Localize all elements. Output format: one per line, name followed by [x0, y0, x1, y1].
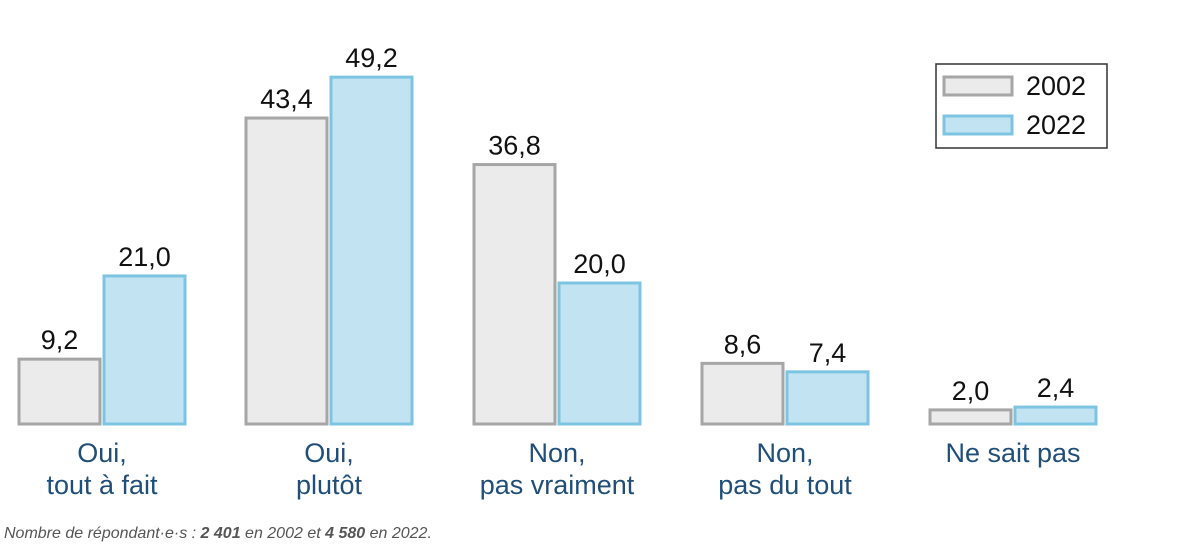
value-label-2002-3: 8,6	[724, 329, 762, 359]
category-label-1: Oui, plutôt	[296, 438, 363, 500]
bar-2002-3	[700, 361, 785, 426]
legend: 2002 2022	[935, 63, 1108, 149]
bar-2022-1	[329, 75, 414, 426]
bar-2022-3	[785, 370, 870, 426]
footnote-mid: en 2002 et	[240, 525, 326, 542]
value-label-2002-1: 43,4	[260, 84, 313, 114]
value-label-2022-0: 21,0	[118, 242, 171, 272]
bar-2002-4	[928, 408, 1013, 426]
value-labels-layer: 9,2 21,0 43,4 49,2 36,8 20,0 8,6 7,4 2,0 2,4	[41, 43, 1075, 406]
category-label-0: Oui, tout à fait	[46, 438, 158, 500]
category-label-line: Oui,	[77, 438, 127, 468]
category-label-line: tout à fait	[46, 470, 158, 500]
bar-2002-0	[17, 357, 102, 426]
value-label-2022-3: 7,4	[809, 338, 847, 368]
value-label-2022-4: 2,4	[1037, 373, 1075, 403]
legend-swatch-2022	[942, 114, 1014, 136]
value-label-2002-0: 9,2	[41, 325, 79, 355]
category-label-4: Ne sait pas	[945, 438, 1080, 468]
legend-swatch-2002	[942, 75, 1014, 97]
category-label-line: pas vraiment	[480, 470, 635, 500]
value-label-2002-4: 2,0	[952, 376, 990, 406]
footnote-count-2022: 4 580	[325, 525, 366, 542]
value-label-2022-1: 49,2	[345, 43, 398, 73]
bar-2022-2	[557, 281, 642, 426]
category-label-line: plutôt	[296, 470, 363, 500]
footnote-count-2002: 2 401	[200, 525, 241, 542]
value-label-2022-2: 20,0	[573, 249, 626, 279]
category-label-3: Non, pas du tout	[718, 438, 852, 500]
bars-layer	[17, 75, 1098, 426]
bar-2022-4	[1013, 405, 1098, 426]
legend-label-2022: 2022	[1026, 110, 1086, 140]
category-label-2: Non, pas vraiment	[480, 438, 635, 500]
legend-label-2002: 2002	[1026, 71, 1086, 101]
category-label-line: Non,	[756, 438, 813, 468]
category-label-line: Oui,	[304, 438, 354, 468]
bar-2002-1	[244, 116, 329, 426]
bar-2022-0	[102, 274, 187, 426]
footnote-prefix: Nombre de répondant·e·s :	[4, 525, 201, 542]
bar-2002-2	[472, 163, 557, 426]
bar-chart: 9,2 21,0 43,4 49,2 36,8 20,0 8,6 7,4 2,0 2,4 Oui,…	[17, 43, 1108, 500]
value-label-2002-2: 36,8	[488, 131, 541, 161]
category-label-line: Non,	[528, 438, 585, 468]
category-label-line: Ne sait pas	[945, 438, 1080, 468]
footnote-suffix: en 2022.	[365, 525, 432, 542]
category-label-line: pas du tout	[718, 470, 852, 500]
footnote: Nombre de répondant·e·s : 2 401 en 2002 …	[4, 525, 432, 543]
